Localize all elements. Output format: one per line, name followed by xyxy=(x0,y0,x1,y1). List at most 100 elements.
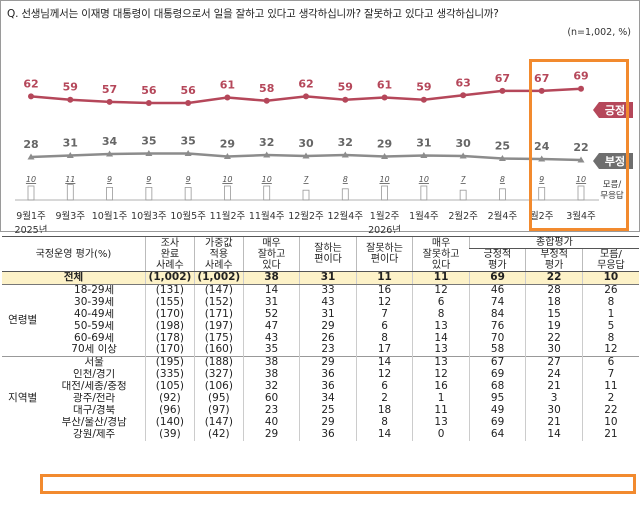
dont-know-bar xyxy=(66,184,74,201)
table-cell: 21 xyxy=(581,428,639,441)
table-cell: 14 xyxy=(355,356,413,370)
negative-point xyxy=(341,151,349,158)
table-cell: (178) xyxy=(144,332,195,345)
table-row-total: 전체 (1,002) (1,002) 38 31 11 11 69 22 10 xyxy=(2,271,639,285)
table-row: 60-69세 (178) (175) 43 26 8 14 70 22 8 xyxy=(2,332,639,345)
positive-point xyxy=(342,96,349,103)
row-label: 18-29세 xyxy=(43,283,146,297)
table-cell: 14 xyxy=(242,283,300,297)
negative-point xyxy=(263,151,271,158)
negative-point xyxy=(459,152,467,159)
table-cell: 74 xyxy=(468,296,526,309)
positive-point xyxy=(224,94,231,101)
positive-value-label: 62 xyxy=(23,77,38,90)
dont-know-bar xyxy=(420,185,428,201)
negative-value-label: 31 xyxy=(63,137,78,150)
survey-question: Q. 선생님께서는 이재명 대통령이 대통령으로서 일을 잘하고 있다고 생각하… xyxy=(7,8,499,20)
negative-value-label: 30 xyxy=(455,137,471,150)
table-cell: 1 xyxy=(412,393,470,405)
table-cell: 11 xyxy=(581,381,639,394)
row-label: 50-59세 xyxy=(74,320,115,332)
table-cell: 49 xyxy=(468,404,526,417)
chart-panel: Q. 선생님께서는 이재명 대통령이 대통령으로서 일을 잘하고 있다고 생각하… xyxy=(0,0,640,233)
x-tick-label: 2월2주 xyxy=(448,210,478,222)
table-cell: 95 xyxy=(468,393,526,405)
table-row: 인천/경기 (335) (327) 38 36 12 12 69 24 7 xyxy=(2,369,639,382)
dont-know-value-label: 8 xyxy=(500,175,505,184)
table-cell: 23 xyxy=(299,344,357,357)
table-cell: 29 xyxy=(299,356,357,370)
year-label: 2025년 xyxy=(15,225,48,233)
table-row: 30-39세 (155) (152) 31 43 12 6 74 18 8 xyxy=(2,296,639,309)
negative-value-label: 28 xyxy=(23,138,38,151)
table-row: 40-49세 (170) (171) 52 31 7 8 84 15 1 xyxy=(2,308,639,321)
table-cell: 34 xyxy=(299,393,357,405)
positive-point xyxy=(538,87,545,94)
table-cell: 76 xyxy=(468,320,526,333)
table-cell: (195) xyxy=(144,356,195,370)
table-cell: 38 xyxy=(242,271,300,285)
table-cell: 67 xyxy=(468,356,526,370)
header-label: 국정운영 평가(%) xyxy=(2,236,146,272)
dont-know-bar xyxy=(145,186,153,201)
table-cell: (1,002) xyxy=(193,271,244,285)
table-cell: 70 xyxy=(468,332,526,345)
positive-value-label: 69 xyxy=(573,70,588,83)
table-cell: 6 xyxy=(355,381,413,394)
row-label: 전체 xyxy=(2,271,146,285)
dont-know-value-label: 10 xyxy=(262,175,272,184)
positive-value-label: 67 xyxy=(495,72,510,85)
dont-know-bar xyxy=(381,185,388,201)
negative-value-label: 31 xyxy=(416,137,431,150)
table-row: 부산/울산/경남 (140) (147) 40 29 8 13 69 21 10 xyxy=(2,416,639,429)
header-col: 긍정적 평가 xyxy=(469,248,526,272)
header-group-overall: 종합평가 xyxy=(468,236,639,249)
legend-positive: 긍정 xyxy=(605,103,625,117)
negative-value-label: 35 xyxy=(180,135,195,148)
table-cell: 24 xyxy=(525,369,583,382)
table-cell: 30 xyxy=(525,404,583,417)
table-cell: 14 xyxy=(355,428,413,441)
table-cell: 15 xyxy=(525,308,583,321)
table-cell: 8 xyxy=(355,332,413,345)
table-cell: (92) xyxy=(144,393,195,405)
row-label: 부산/울산/경남 xyxy=(61,416,127,428)
negative-point xyxy=(106,150,114,157)
positive-point xyxy=(420,96,427,103)
dont-know-value-label: 11 xyxy=(65,175,75,184)
x-tick-label: 12월2주 xyxy=(288,210,324,222)
group-label: 연령별 xyxy=(2,283,44,357)
dont-know-bar xyxy=(459,189,467,201)
row-label: 강원/제주 xyxy=(73,428,116,440)
table-cell: 26 xyxy=(581,283,639,297)
table-cell: 12 xyxy=(412,369,470,382)
dont-know-value-label: 10 xyxy=(26,175,36,184)
table-cell: 8 xyxy=(412,308,470,321)
positive-value-label: 57 xyxy=(102,83,117,96)
dont-know-value-label: 10 xyxy=(576,175,586,184)
positive-point xyxy=(303,93,309,100)
table-cell: 31 xyxy=(242,296,300,309)
negative-point xyxy=(223,153,231,159)
table-cell: 1 xyxy=(581,308,639,321)
table-cell: 21 xyxy=(525,381,583,394)
negative-point xyxy=(420,152,428,158)
table-cell: (105) xyxy=(144,381,195,394)
table-cell: 16 xyxy=(355,283,413,297)
negative-point xyxy=(577,156,585,163)
row-label: 서울 xyxy=(43,356,146,370)
negative-point xyxy=(27,153,35,160)
table-cell: 69 xyxy=(468,271,526,285)
positive-value-label: 58 xyxy=(259,82,274,95)
negative-point xyxy=(184,150,192,156)
dont-know-value-label: 7 xyxy=(303,175,309,184)
table-cell: (39) xyxy=(144,428,195,441)
dont-know-value-label: 9 xyxy=(146,175,151,184)
table-cell: (96) xyxy=(144,404,195,417)
table-cell: 8 xyxy=(581,332,639,345)
positive-point xyxy=(263,97,270,104)
x-tick-label: 11월2주 xyxy=(210,210,246,222)
table-cell: 14 xyxy=(412,332,470,345)
table-cell: 2 xyxy=(355,393,413,405)
daegu-row-highlight xyxy=(40,474,636,494)
